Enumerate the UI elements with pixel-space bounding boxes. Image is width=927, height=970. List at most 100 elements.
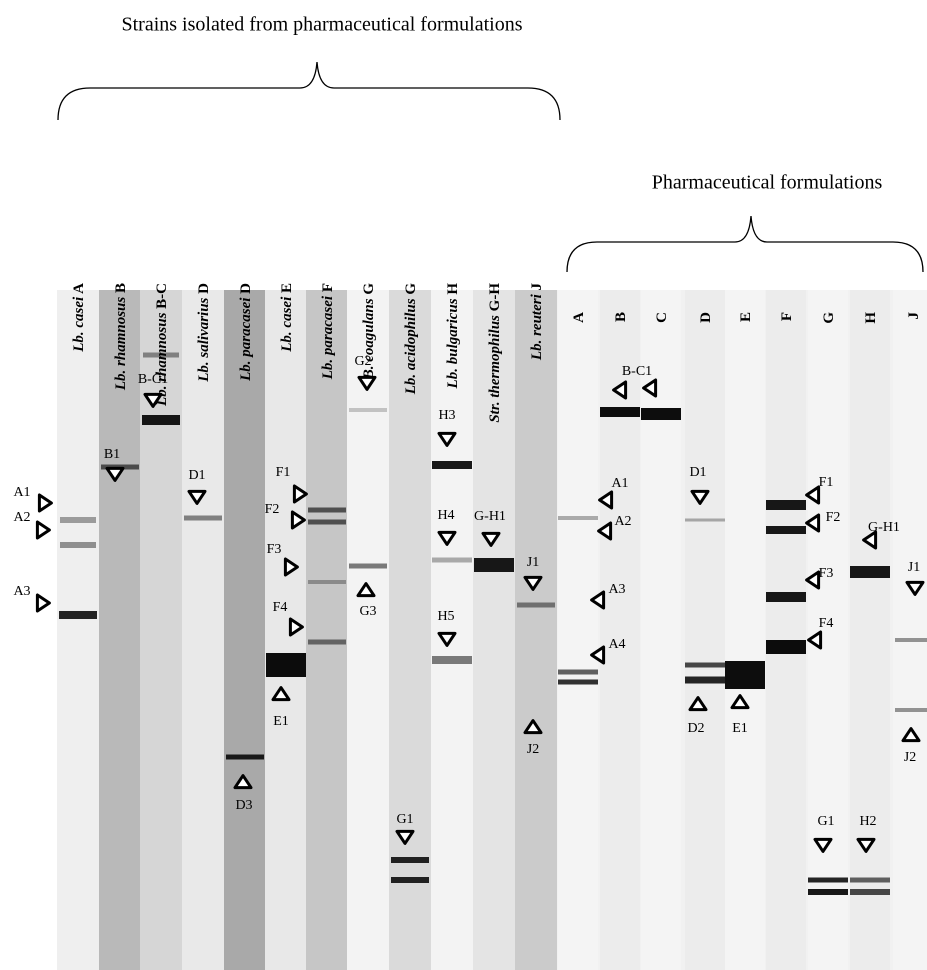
marker-arrow (37, 595, 49, 611)
band (60, 542, 96, 548)
band (142, 415, 180, 425)
marker-label: F2 (826, 510, 841, 525)
band (808, 889, 848, 895)
lane-label: Lb. acidophilus G (403, 283, 419, 396)
band (308, 640, 346, 645)
marker-label: J2 (904, 750, 916, 765)
lane-label: Lb. rhamnosus B (113, 283, 129, 391)
marker-arrow (37, 522, 49, 538)
lane-label: A (571, 312, 587, 323)
marker-label: F3 (819, 566, 834, 581)
left-title: Strains isolated from pharmaceutical for… (122, 14, 523, 36)
band (600, 407, 640, 417)
band (766, 592, 806, 602)
lane-background (893, 290, 927, 970)
marker-arrow (39, 495, 51, 511)
page: Strains isolated from pharmaceutical for… (0, 0, 927, 970)
figure: Strains isolated from pharmaceutical for… (0, 0, 927, 970)
band (685, 663, 725, 668)
right-title: Pharmaceutical formulations (652, 172, 883, 194)
lane-background (182, 290, 224, 970)
lane-label: Lb. reuteri J (529, 283, 545, 362)
band (850, 889, 890, 895)
band (808, 878, 848, 883)
lane-background (515, 290, 557, 970)
marker-label: J1 (908, 560, 920, 575)
group: B-C (154, 283, 170, 309)
lane-label: Lb. paracasei F (320, 283, 336, 380)
marker-label: J1 (527, 555, 539, 570)
marker-label: D3 (235, 798, 252, 813)
group: F (320, 283, 336, 292)
band (558, 680, 598, 685)
band (266, 653, 306, 677)
band (850, 878, 890, 883)
lane-label: Lb. bulgaricus H (445, 283, 461, 390)
band (226, 755, 264, 760)
band (725, 661, 765, 689)
marker-label: E1 (732, 721, 748, 736)
marker-label: G-H1 (474, 509, 506, 524)
species: Lb. reuteri (529, 293, 545, 361)
group: E (279, 283, 295, 293)
marker-label: B-C1 (622, 364, 652, 379)
group: J (529, 283, 545, 291)
lane-label: Lb. paracasei D (238, 283, 254, 382)
lane-label: Lb. casei E (279, 283, 295, 353)
marker-label: E1 (273, 714, 289, 729)
lane-label: Lb. rhamnosus B-C (154, 283, 170, 407)
marker-label: F1 (819, 475, 834, 490)
species: Lb. paracasei (238, 297, 254, 382)
lane-background (685, 290, 725, 970)
band (685, 677, 725, 684)
lane-background (347, 290, 389, 970)
lane-label: J (906, 312, 922, 320)
marker-label: G3 (359, 604, 376, 619)
band (895, 638, 927, 642)
marker-label: G1 (817, 814, 834, 829)
lane-background (224, 290, 266, 970)
lane-background (850, 290, 890, 970)
marker-label: B-C1 (138, 372, 168, 387)
band (391, 857, 429, 863)
band (766, 526, 806, 534)
marker-label: H2 (859, 814, 876, 829)
band (895, 708, 927, 712)
marker-label: A3 (13, 584, 30, 599)
marker-label: H3 (438, 408, 455, 423)
group: D (238, 283, 254, 294)
marker-label: F1 (276, 465, 291, 480)
marker-label: A2 (614, 514, 631, 529)
marker-label: A4 (608, 637, 625, 652)
marker-label: G1 (396, 812, 413, 827)
band (59, 611, 97, 619)
band (766, 640, 806, 654)
lane-background (766, 290, 806, 970)
marker-label: J2 (527, 742, 539, 757)
group: G-H (487, 283, 503, 312)
lane-background (725, 290, 765, 970)
marker-label: F4 (273, 600, 288, 615)
marker-label: A1 (13, 485, 30, 500)
band (308, 520, 346, 525)
group: B (113, 283, 129, 293)
marker-label: F2 (265, 502, 280, 517)
lane-label: G (821, 312, 837, 324)
band (850, 566, 890, 578)
marker-label: D1 (689, 465, 706, 480)
species: Lb. rhamnosus (154, 312, 170, 407)
marker-label: B1 (104, 447, 120, 462)
group: G (403, 283, 419, 295)
band (349, 408, 387, 412)
marker-label: F3 (267, 542, 282, 557)
right-bracket (567, 216, 923, 272)
marker-label: D2 (687, 721, 704, 736)
lane-background (99, 290, 141, 970)
species: Lb. bulgaricus (445, 298, 461, 389)
lane-label: D (698, 312, 714, 323)
lane-background (306, 290, 348, 970)
species: Lb. salivarius (196, 297, 212, 382)
marker-label: G2 (354, 354, 371, 369)
species: Lb. paracasei (320, 295, 336, 380)
group: D (196, 283, 212, 294)
